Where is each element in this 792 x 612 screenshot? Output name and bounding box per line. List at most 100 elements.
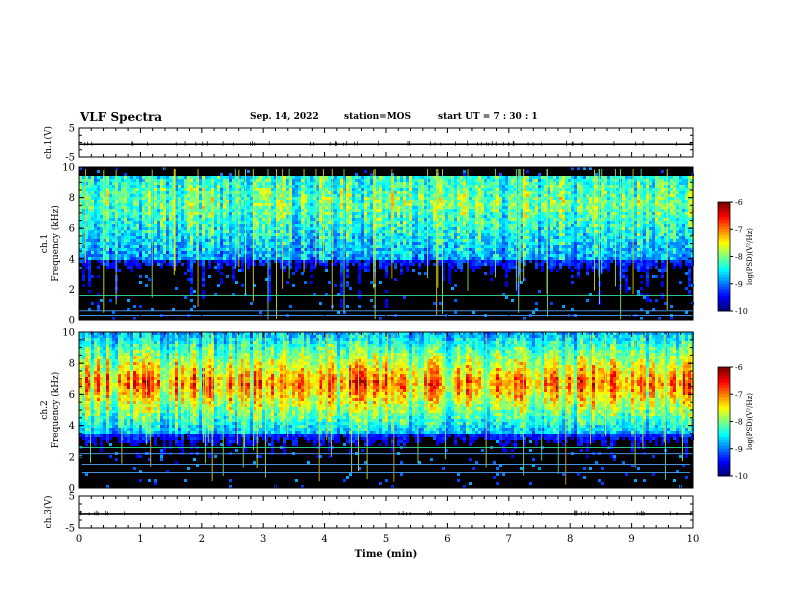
ch1-spectrogram-psd-cell xyxy=(220,254,223,257)
ch1-spectrogram-psd-cell xyxy=(184,176,187,179)
ch1-spectrogram-psd-cell xyxy=(433,200,436,203)
ch1-spectrogram-psd-cell xyxy=(79,200,82,203)
ch1-spectrogram-psd-cell xyxy=(499,260,502,263)
ch1-spectrogram-psd-cell xyxy=(529,227,532,230)
ch1-spectrogram-psd-cell xyxy=(112,221,115,224)
ch1-spectrogram-psd-cell xyxy=(358,200,361,203)
ch1-spectrogram-psd-cell xyxy=(334,227,337,230)
ch1-spectrogram-psd-cell xyxy=(181,224,184,227)
ch1-spectrogram-psd-cell xyxy=(187,179,190,182)
ch1-spectrogram-psd-cell xyxy=(397,248,400,251)
ch1-spectrogram-psd-cell xyxy=(277,245,280,248)
ch1-spectrogram-psd-cell xyxy=(301,260,304,263)
ch1-spectrogram-psd-cell xyxy=(172,308,175,311)
ch1-spectrogram-psd-cell xyxy=(424,209,427,212)
ch1-spectrogram-psd-cell xyxy=(130,257,133,260)
ch1-spectrogram-psd-cell xyxy=(220,212,223,215)
ch1-spectrogram-psd-cell xyxy=(253,188,256,191)
ch1-spectrogram-psd-cell xyxy=(157,194,160,197)
ch1-spectrogram-psd-cell xyxy=(124,212,127,215)
ch1-spectrogram-psd-cell xyxy=(478,185,481,188)
ch1-spectrogram-psd-cell xyxy=(127,236,130,239)
ch1-spectrogram-psd-cell xyxy=(409,263,412,266)
ch1-spectrogram-psd-cell xyxy=(520,230,523,233)
ch1-spectrogram-psd-cell xyxy=(409,251,412,254)
ch1-spectrogram-psd-cell xyxy=(361,257,364,260)
ch1-spectrogram-psd-cell xyxy=(490,218,493,221)
ch1-spectrogram-psd-cell xyxy=(211,257,214,260)
ch1-spectrogram-psd-cell xyxy=(529,215,532,218)
ch1-spectrogram-psd-cell xyxy=(154,245,157,248)
ch1-spectrogram-psd-cell xyxy=(157,230,160,233)
ch1-spectrogram-psd-cell xyxy=(391,230,394,233)
ch1-spectrogram-psd-cell xyxy=(457,188,460,191)
ch1-spectrogram-psd-cell xyxy=(238,188,241,191)
ch1-spectrogram-psd-cell xyxy=(319,185,322,188)
ch1-spectrogram-psd-cell xyxy=(301,203,304,206)
ch1-spectrogram-psd-cell xyxy=(469,248,472,251)
ch1-spectrogram-psd-cell xyxy=(445,215,448,218)
ch1-spectrogram-psd-cell xyxy=(112,188,115,191)
ch1-spectrogram-psd-cell xyxy=(133,197,136,200)
ch1-spectrogram-psd-cell xyxy=(505,251,508,254)
ch1-spectrogram-psd-cell xyxy=(88,215,91,218)
ch1-spectrogram-psd-cell xyxy=(478,251,481,254)
ch1-spectrogram-psd-cell xyxy=(187,215,190,218)
ch1-spectrogram-psd-cell xyxy=(139,233,142,236)
ch1-spectrogram-psd-cell xyxy=(427,200,430,203)
ch1-spectrogram-psd-cell xyxy=(376,197,379,200)
ch1-spectrogram-psd-cell xyxy=(139,209,142,212)
ch1-spectrogram-psd-cell xyxy=(340,206,343,209)
ch1-spectrogram-psd-cell xyxy=(415,230,418,233)
ch1-spectrogram-psd-cell xyxy=(118,215,121,218)
ch1-spectrogram-psd-cell xyxy=(262,218,265,221)
ch1-spectrogram-psd-cell xyxy=(463,185,466,188)
ch1-spectrogram-psd-cell xyxy=(256,221,259,224)
ch1-spectrogram-psd-cell xyxy=(139,176,142,179)
ch1-spectrogram-psd-cell xyxy=(523,260,526,263)
ch1-spectrogram-psd-cell xyxy=(430,248,433,251)
ch1-spectrogram-psd-cell xyxy=(448,260,451,263)
ch1-spectrogram-psd-cell xyxy=(349,236,352,239)
ch1-spectrogram-psd-cell xyxy=(247,239,250,242)
ch1-spectrogram-psd-cell xyxy=(445,194,448,197)
ch1-spectrogram-psd-cell xyxy=(505,284,508,287)
ch1-spectrogram-psd-cell xyxy=(175,287,178,290)
ch1-spectrogram-psd-cell xyxy=(478,266,481,269)
ch1-spectrogram-psd-cell xyxy=(184,185,187,188)
ch1-spectrogram-psd-cell xyxy=(229,188,232,191)
ch1-spectrogram-psd-cell xyxy=(223,230,226,233)
ch1-spectrogram-psd-cell xyxy=(88,233,91,236)
ch1-spectrogram-psd-cell xyxy=(196,224,199,227)
ch1-spectrogram-psd-cell xyxy=(226,233,229,236)
ch1-spectrogram-psd-cell xyxy=(103,245,106,248)
ch1-spectrogram-psd-cell xyxy=(349,260,352,263)
ch1-spectrogram-psd-cell xyxy=(478,260,481,263)
ch1-spectrogram-psd-cell xyxy=(514,239,517,242)
ch1-spectrogram-psd-cell xyxy=(139,221,142,224)
ch1-spectrogram-psd-cell xyxy=(268,197,271,200)
ch1-spectrogram-psd-cell xyxy=(268,188,271,191)
ch1-spectrogram-psd-cell xyxy=(91,179,94,182)
ch1-spectrogram-psd-cell xyxy=(301,191,304,194)
ch1-spectrogram-psd-cell xyxy=(142,239,145,242)
ch1-spectrogram-psd-cell xyxy=(388,260,391,263)
ch1-spectrogram-psd-cell xyxy=(229,212,232,215)
ch1-spectrogram-psd-cell xyxy=(97,209,100,212)
ch1-spectrogram-psd-cell xyxy=(286,182,289,185)
ch1-spectrogram-psd-cell xyxy=(265,251,268,254)
ch1-spectrogram-psd-cell xyxy=(514,203,517,206)
ch1-spectrogram-psd-cell xyxy=(457,179,460,182)
ch1-spectrogram-psd-cell xyxy=(319,260,322,263)
ch1-spectrogram-psd-cell xyxy=(226,200,229,203)
ch1-spectrogram-psd-cell xyxy=(304,230,307,233)
ch1-spectrogram-psd-cell xyxy=(208,242,211,245)
ch1-spectrogram-psd-cell xyxy=(493,269,496,272)
ch1-spectrogram-psd-cell xyxy=(463,236,466,239)
ch1-spectrogram-psd-cell xyxy=(265,242,268,245)
ch1-spectrogram-psd-cell xyxy=(427,254,430,257)
ch1-spectrogram-psd-cell xyxy=(79,239,82,242)
ch1-spectrogram-psd-cell xyxy=(484,212,487,215)
ch1-spectrogram-psd-cell xyxy=(118,251,121,254)
ch1-spectrogram-psd-cell xyxy=(253,194,256,197)
